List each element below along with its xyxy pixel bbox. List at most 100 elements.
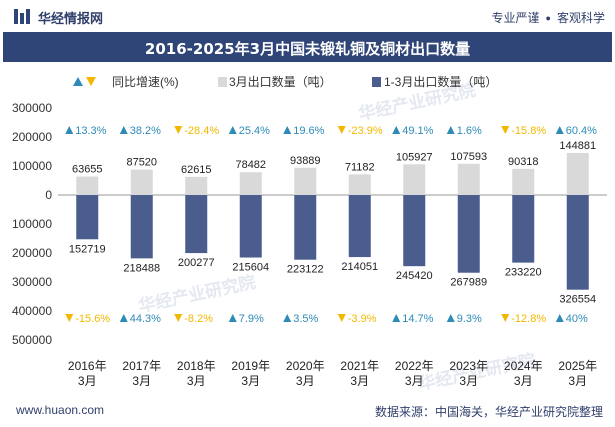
growth-label-cumulative: 7.9%: [239, 313, 264, 325]
bar-march: [294, 167, 317, 195]
bullet-dot-icon: ●: [545, 13, 551, 23]
huajing-logo-icon: [14, 9, 30, 24]
bar-march: [76, 176, 99, 195]
legend-cumulative-label: 1-3月出口数量（吨）: [384, 74, 497, 89]
x-tick-label: 2018年 3月: [177, 359, 216, 388]
data-label-march: 87520: [126, 157, 157, 169]
growth-down-triangle-icon: [65, 314, 74, 322]
bar-cumulative: [457, 195, 480, 273]
growth-label-cumulative: -15.6%: [75, 313, 110, 325]
footer-site: www.huaon.com: [16, 403, 105, 417]
growth-label-cumulative: 9.3%: [457, 313, 482, 325]
growth-down-triangle-icon: [501, 126, 510, 134]
legend-growth-label: 同比增速(%): [112, 75, 179, 89]
data-label-march: 93889: [290, 155, 321, 167]
bar-cumulative: [348, 195, 371, 258]
bar-march: [130, 169, 153, 195]
growth-up-triangle-icon: [119, 126, 128, 134]
bar-cumulative: [403, 195, 426, 267]
growth-label-march: -28.4%: [184, 125, 219, 137]
growth-label-march: 49.1%: [402, 125, 433, 137]
growth-up-triangle-icon: [392, 314, 401, 322]
y-tick-label: 100000: [12, 217, 52, 231]
tagline-left: 专业严谨: [491, 11, 540, 25]
growth-label-cumulative: 14.7%: [402, 313, 433, 325]
growth-up-triangle-icon: [228, 126, 237, 134]
data-label-cumulative: 267989: [450, 277, 487, 289]
bar-march: [457, 163, 480, 195]
data-label-cumulative: 200277: [178, 257, 215, 269]
growth-label-cumulative: 44.3%: [130, 313, 161, 325]
growth-label-march: 38.2%: [130, 125, 161, 137]
bar-cumulative: [239, 195, 262, 258]
y-tick-label: 300000: [12, 101, 52, 115]
data-label-march: 90318: [508, 156, 539, 168]
data-label-cumulative: 233220: [505, 267, 542, 279]
y-tick-label: 400000: [12, 304, 52, 318]
bar-cumulative: [294, 195, 317, 260]
growth-up-triangle-icon: [283, 314, 292, 322]
data-label-march: 63655: [72, 164, 103, 176]
data-label-march: 105927: [396, 151, 433, 163]
brand-name: 华经情报网: [38, 11, 104, 26]
growth-up-triangle-icon: [228, 314, 237, 322]
growth-down-triangle-icon: [174, 314, 183, 322]
growth-up-triangle-icon: [65, 126, 74, 134]
growth-down-triangle-icon: [337, 314, 346, 322]
growth-label-march: 1.6%: [457, 125, 482, 137]
x-tick-label: 2021年 3月: [340, 359, 379, 388]
bar-march: [403, 164, 426, 195]
x-tick-label: 2016年 3月: [68, 359, 107, 388]
bar-march: [512, 168, 535, 195]
growth-up-triangle-icon: [446, 314, 455, 322]
bar-cumulative: [185, 195, 208, 254]
bar-march: [566, 152, 589, 195]
x-tick-label: 2020年 3月: [286, 359, 325, 388]
data-label-march: 71182: [345, 161, 375, 173]
growth-up-triangle-icon: [446, 126, 455, 134]
growth-down-triangle-icon: [174, 126, 183, 134]
tagline: 专业严谨 ● 客观科学: [492, 9, 605, 26]
y-tick-label: 500000: [12, 333, 52, 347]
bar-cumulative: [130, 195, 153, 259]
tagline-right: 客观科学: [556, 11, 605, 25]
y-tick-label: 300000: [12, 275, 52, 289]
title-bar: 2016-2025年3月中国未锻轧铜及铜材出口数量: [3, 32, 612, 62]
legend-march-swatch: [218, 77, 227, 87]
data-label-cumulative: 223122: [287, 264, 324, 276]
bar-cumulative: [512, 195, 535, 263]
data-label-cumulative: 215604: [232, 262, 269, 274]
chart-title: 2016-2025年3月中国未锻轧铜及铜材出口数量: [144, 40, 471, 58]
growth-label-cumulative: -3.9%: [348, 313, 377, 325]
data-label-march: 78482: [235, 159, 266, 171]
bar-cumulative: [76, 195, 99, 240]
y-tick-label: 200000: [12, 130, 52, 144]
growth-up-triangle-icon: [555, 126, 564, 134]
watermark-text: 华经产业研究院: [137, 272, 258, 316]
bar-cumulative: [566, 195, 589, 290]
legend-march-label: 3月出口数量（吨）: [229, 74, 332, 89]
growth-up-triangle-icon: [392, 126, 401, 134]
y-tick-label: 100000: [12, 159, 52, 173]
footer-source: 数据来源：中国海关，华经产业研究院整理: [374, 405, 603, 419]
growth-label-cumulative: 3.5%: [293, 313, 318, 325]
data-label-march: 62615: [181, 164, 212, 176]
x-tick-label: 2019年 3月: [231, 359, 270, 388]
data-label-cumulative: 218488: [123, 262, 160, 274]
x-tick-label: 2017年 3月: [122, 359, 161, 388]
footer: www.huaon.com 数据来源：中国海关，华经产业研究院整理: [0, 396, 615, 427]
growth-down-triangle-icon: [501, 314, 510, 322]
growth-label-cumulative: -8.2%: [184, 313, 213, 325]
growth-label-march: 19.6%: [293, 125, 324, 137]
growth-down-triangle-icon: [337, 126, 346, 134]
x-tick-label: 2024年 3月: [504, 359, 543, 388]
growth-label-march: 60.4%: [566, 125, 597, 137]
legend-down-triangle-icon: [86, 77, 96, 86]
data-label-cumulative: 245420: [396, 270, 433, 282]
growth-label-cumulative: -12.8%: [511, 313, 546, 325]
growth-up-triangle-icon: [555, 314, 564, 322]
x-tick-label: 2023年 3月: [449, 359, 488, 388]
growth-up-triangle-icon: [283, 126, 292, 134]
growth-label-march: -23.9%: [348, 125, 383, 137]
